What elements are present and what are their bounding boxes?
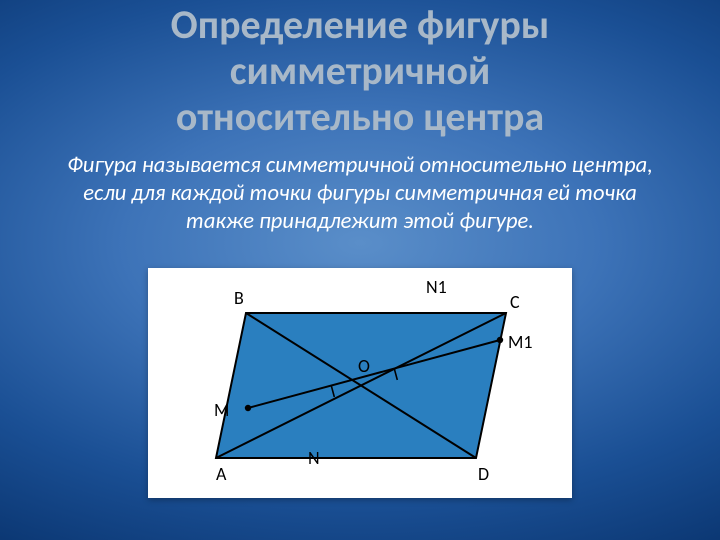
svg-text:N: N [308,447,320,469]
svg-text:N1: N1 [426,276,447,298]
body-line-1: Фигура называется симметричной относител… [67,152,653,179]
svg-text:O: O [358,355,370,377]
slide: Определение фигуры симметричной относите… [0,0,720,540]
title-line-2: симметричной [230,46,491,95]
slide-title: Определение фигуры симметричной относите… [0,2,720,140]
svg-text:B: B [234,287,244,309]
svg-text:D: D [478,463,489,485]
diagram-container: A B C D M N M1 N1 O [148,268,572,498]
title-line-1: Определение фигуры [171,0,550,49]
svg-text:C: C [510,291,520,313]
svg-text:M1: M1 [508,331,533,353]
slide-body-text: Фигура называется симметричной относител… [0,152,720,236]
geometry-diagram: A B C D M N M1 N1 O [148,268,572,498]
body-line-3: также принадлежит этой фигуре. [186,208,534,235]
svg-text:A: A [216,463,227,485]
body-line-2: если для каждой точки фигуры симметрична… [83,180,637,207]
svg-text:M: M [214,399,229,421]
title-line-3: относительно центра [176,92,544,141]
